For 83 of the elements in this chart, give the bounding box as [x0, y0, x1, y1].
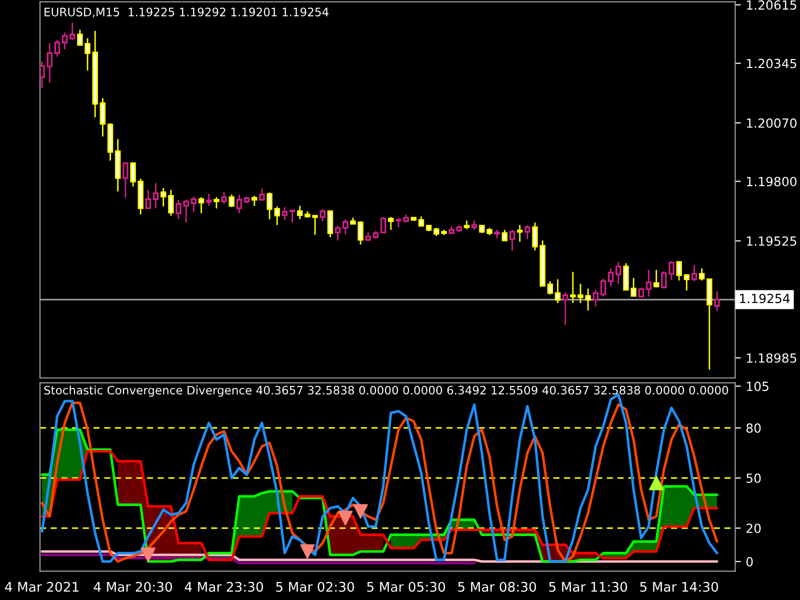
- candlestick: [46, 42, 52, 84]
- candlestick: [214, 196, 220, 210]
- candlestick: [206, 193, 212, 207]
- candlestick: [684, 274, 690, 292]
- candlestick: [236, 194, 242, 214]
- x-tick-label: 5 Mar 08:30: [458, 582, 536, 592]
- candlestick: [70, 22, 76, 41]
- candlestick: [608, 268, 614, 288]
- point: [140, 548, 156, 562]
- candlestick: [320, 208, 326, 222]
- x-tick-label: 4 Mar 2021: [5, 582, 78, 592]
- candlestick: [297, 205, 303, 220]
- candlestick: [388, 216, 394, 231]
- candlestick: [380, 216, 386, 234]
- y-tick-label: 1.19525: [746, 236, 796, 246]
- chart-title: EURUSD,M15 1.19225 1.19292 1.19201 1.19254: [44, 8, 328, 18]
- candlestick: [62, 32, 68, 50]
- y-tick-label: 20: [746, 524, 761, 534]
- candlestick: [40, 60, 45, 89]
- candlestick: [471, 220, 478, 231]
- candlestick: [616, 261, 622, 284]
- candlestick: [524, 224, 530, 240]
- y-tick-label: 105: [746, 382, 768, 392]
- y-tick-label: 1.18985: [746, 353, 796, 363]
- candlestick: [638, 287, 644, 298]
- candlestick: [554, 278, 561, 304]
- candlestick: [228, 194, 234, 208]
- candlestick: [274, 206, 280, 226]
- y-tick-label: 1.20070: [746, 118, 796, 128]
- candlestick: [289, 209, 296, 224]
- candlestick: [122, 162, 128, 198]
- candlestick: [676, 260, 682, 282]
- x-tick-label: 5 Mar 11:30: [549, 582, 628, 592]
- candlestick: [259, 188, 265, 202]
- y-tick-label: 0: [746, 556, 753, 566]
- x-tick-label: 5 Mar 14:30: [640, 582, 718, 592]
- candlestick: [698, 268, 705, 282]
- candlestick: [418, 216, 424, 228]
- candlestick: [130, 162, 136, 188]
- x-tick-label: 5 Mar 02:30: [276, 582, 354, 592]
- y-tick-label: 50: [746, 473, 761, 483]
- candlestick: [168, 189, 174, 216]
- candlestick: [160, 187, 166, 208]
- candlestick: [714, 290, 720, 312]
- point: [353, 504, 368, 519]
- y-tick-label: 80: [746, 423, 761, 433]
- chart-title: Stochastic Convergence Divergence 40.3657 32.5838 0.0000 0.0000 6.3492 12.5509 40.3657 32.5838 0.0000 0.0000: [44, 386, 728, 397]
- candlestick: [646, 269, 652, 298]
- candlestick: [509, 229, 516, 252]
- x-tick-label: 5 Mar 05:30: [367, 582, 446, 592]
- candlestick: [100, 97, 106, 138]
- x-tick-label: 4 Mar 23:30: [184, 582, 264, 592]
- candlestick: [342, 218, 348, 236]
- point: [649, 476, 664, 490]
- y-tick-label: 1.20615: [746, 0, 796, 10]
- candlestick: [327, 210, 334, 238]
- candlestick: [266, 192, 272, 220]
- line-series: [40, 450, 718, 562]
- x-tick-label: 4 Mar 20:30: [94, 582, 172, 592]
- candlestick: [653, 269, 660, 288]
- candlestick: [54, 39, 60, 58]
- candlestick: [562, 292, 568, 326]
- candlestick: [334, 225, 341, 242]
- candlestick: [198, 196, 204, 214]
- candlestick: [502, 229, 508, 242]
- point: [300, 544, 315, 559]
- candlestick: [547, 280, 554, 296]
- candlestick: [516, 224, 523, 242]
- point: [338, 510, 353, 526]
- y-tick-label: 1.19800: [746, 176, 796, 186]
- candlestick: [252, 195, 258, 207]
- candlestick: [190, 196, 197, 213]
- candlestick: [221, 191, 227, 205]
- candlestick: [183, 199, 189, 224]
- candlestick: [691, 264, 698, 282]
- candlestick: [176, 199, 182, 220]
- ref-line-label: 1.19254: [740, 294, 790, 304]
- candlestick: [282, 206, 288, 221]
- candlestick: [152, 182, 159, 209]
- candlestick: [592, 289, 599, 308]
- candlestick: [145, 189, 152, 210]
- candlestick: [600, 278, 606, 298]
- y-tick-label: 1.20345: [746, 58, 796, 68]
